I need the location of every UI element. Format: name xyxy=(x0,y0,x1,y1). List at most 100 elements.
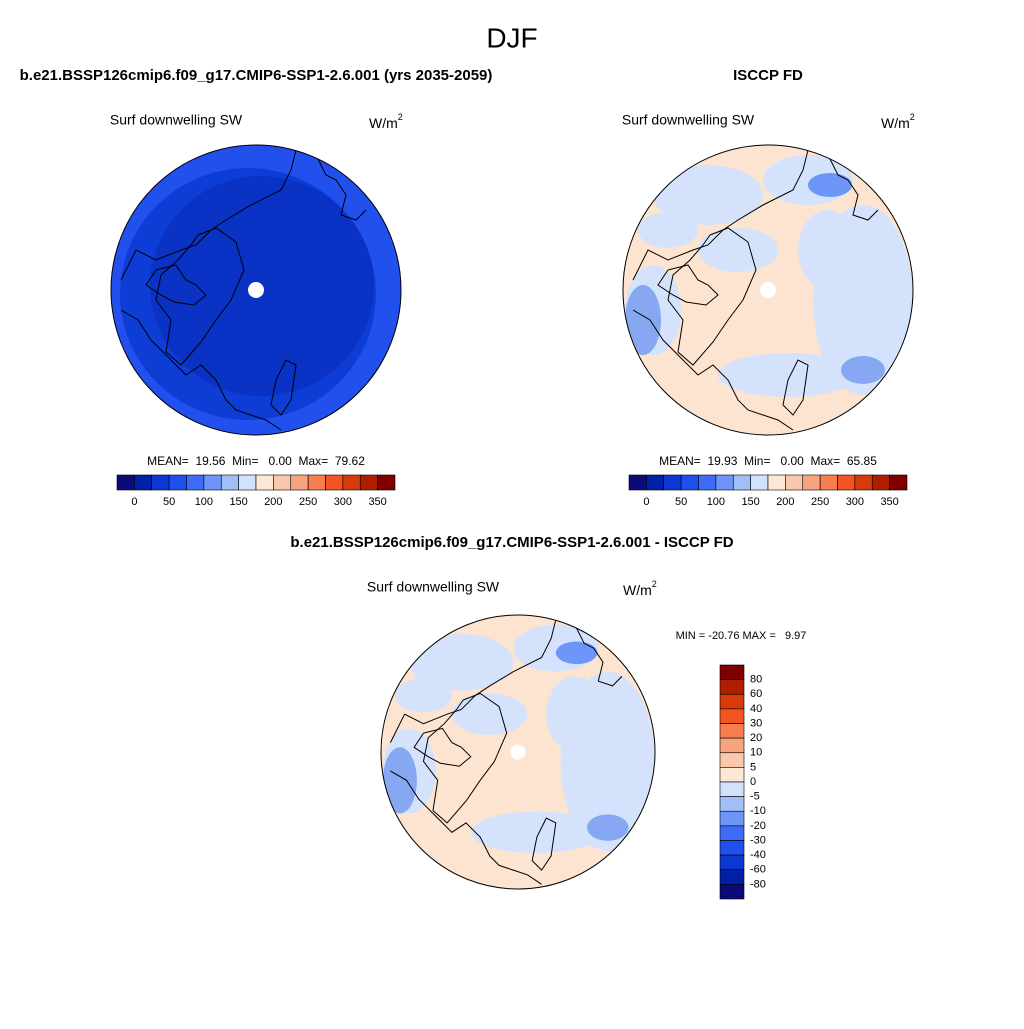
colorbar-box xyxy=(663,474,682,491)
colorbar-label: 0 xyxy=(643,496,649,508)
colorbar-label: 350 xyxy=(368,496,386,508)
colorbar-label: 10 xyxy=(750,747,762,759)
variable-label: Surf downwelling SW xyxy=(367,579,500,595)
stats-label: MIN = -20.76 MAX = 9.97 xyxy=(676,630,807,642)
units-base: W/m xyxy=(623,582,652,598)
colorbar-box xyxy=(134,474,153,491)
colorbar-box xyxy=(802,474,821,491)
colorbar-box xyxy=(719,781,745,797)
colorbar-label: 100 xyxy=(195,496,213,508)
map-border xyxy=(110,144,402,436)
colorbar-label: 350 xyxy=(880,496,898,508)
stats-label: MEAN= 19.56 Min= 0.00 Max= 79.62 xyxy=(147,454,365,468)
colorbar-box xyxy=(719,854,745,871)
colorbar-box xyxy=(719,693,745,710)
coastline xyxy=(632,149,809,281)
colorbar-box xyxy=(359,474,378,491)
field-patch xyxy=(841,356,885,384)
coastline xyxy=(120,149,297,281)
colorbar-label: 80 xyxy=(750,674,762,686)
colorbar-label: -5 xyxy=(750,791,760,803)
colorbar-box xyxy=(750,474,769,491)
colorbar-label: 150 xyxy=(229,496,247,508)
field-patch xyxy=(409,633,514,691)
colorbar-label: 300 xyxy=(334,496,352,508)
colorbar-box xyxy=(871,474,890,491)
variable-label: Surf downwelling SW xyxy=(110,112,243,128)
colorbar-box xyxy=(719,767,745,783)
field-patch xyxy=(653,165,763,225)
colorbar-label: -10 xyxy=(750,805,766,817)
field-patch xyxy=(395,678,452,713)
map xyxy=(623,145,913,435)
map xyxy=(111,145,401,435)
colorbar-box xyxy=(628,474,647,491)
missing-pole xyxy=(510,744,526,760)
map-border xyxy=(380,614,656,890)
units-exponent: 2 xyxy=(910,112,915,122)
colorbar-box xyxy=(151,474,170,491)
field-patch xyxy=(798,210,858,290)
colorbar-box xyxy=(719,796,745,812)
colorbar-box xyxy=(220,474,239,491)
field-patch xyxy=(451,693,528,735)
field-patch xyxy=(808,173,852,197)
coastline xyxy=(413,727,472,767)
colorbar-box xyxy=(646,474,665,491)
colorbar-box xyxy=(186,474,205,491)
colorbar-box xyxy=(889,474,908,491)
coastline xyxy=(657,264,719,306)
units-exponent: 2 xyxy=(652,579,657,589)
colorbar-box xyxy=(168,474,187,491)
coastline xyxy=(155,227,245,366)
colorbar-box xyxy=(785,474,804,491)
colorbar-box xyxy=(342,474,361,491)
field-patch xyxy=(555,641,598,665)
coastline xyxy=(310,145,367,221)
coastline xyxy=(422,692,508,824)
coastline xyxy=(390,770,542,885)
units-label: W/m2 xyxy=(369,112,403,130)
colorbar-label: 200 xyxy=(264,496,282,508)
missing-pole xyxy=(248,282,264,298)
field-patch xyxy=(470,811,604,854)
coastline xyxy=(145,264,207,306)
colorbar-label: 40 xyxy=(750,703,762,715)
colorbar-label: -60 xyxy=(750,864,766,876)
colorbar-box xyxy=(732,474,751,491)
colorbar-box xyxy=(719,869,745,885)
colorbar-box xyxy=(377,474,396,491)
colorbar-box xyxy=(715,474,734,491)
colorbar-label: 0 xyxy=(131,496,137,508)
colorbar-label: 50 xyxy=(163,496,175,508)
colorbar-label: 150 xyxy=(741,496,759,508)
colorbar-label: -40 xyxy=(750,849,766,861)
coastline xyxy=(822,145,879,221)
units-exponent: 2 xyxy=(398,112,403,122)
colorbar-label: 5 xyxy=(750,761,756,773)
stats-label: MEAN= 19.93 Min= 0.00 Max= 65.85 xyxy=(659,454,877,468)
coastline xyxy=(389,619,557,743)
units-label: W/m2 xyxy=(881,112,915,130)
colorbar-box xyxy=(238,474,257,491)
coastline xyxy=(569,615,623,687)
map xyxy=(381,615,655,889)
colorbar-label: 250 xyxy=(299,496,317,508)
colorbar-label: -80 xyxy=(750,878,766,890)
missing-pole xyxy=(760,282,776,298)
colorbar-label: 30 xyxy=(750,717,762,729)
colorbar-label: 0 xyxy=(750,776,756,788)
colorbar-box xyxy=(837,474,856,491)
units-label: W/m2 xyxy=(623,579,657,597)
units-base: W/m xyxy=(881,115,910,131)
coastline xyxy=(782,359,809,416)
panel-title: ISCCP FD xyxy=(733,67,803,84)
colorbar-box xyxy=(719,752,745,768)
field-patch xyxy=(718,353,858,397)
colorbar-box xyxy=(719,664,745,680)
colorbar-box xyxy=(719,737,745,754)
colorbar-label: 100 xyxy=(707,496,725,508)
field-patch xyxy=(638,212,698,248)
